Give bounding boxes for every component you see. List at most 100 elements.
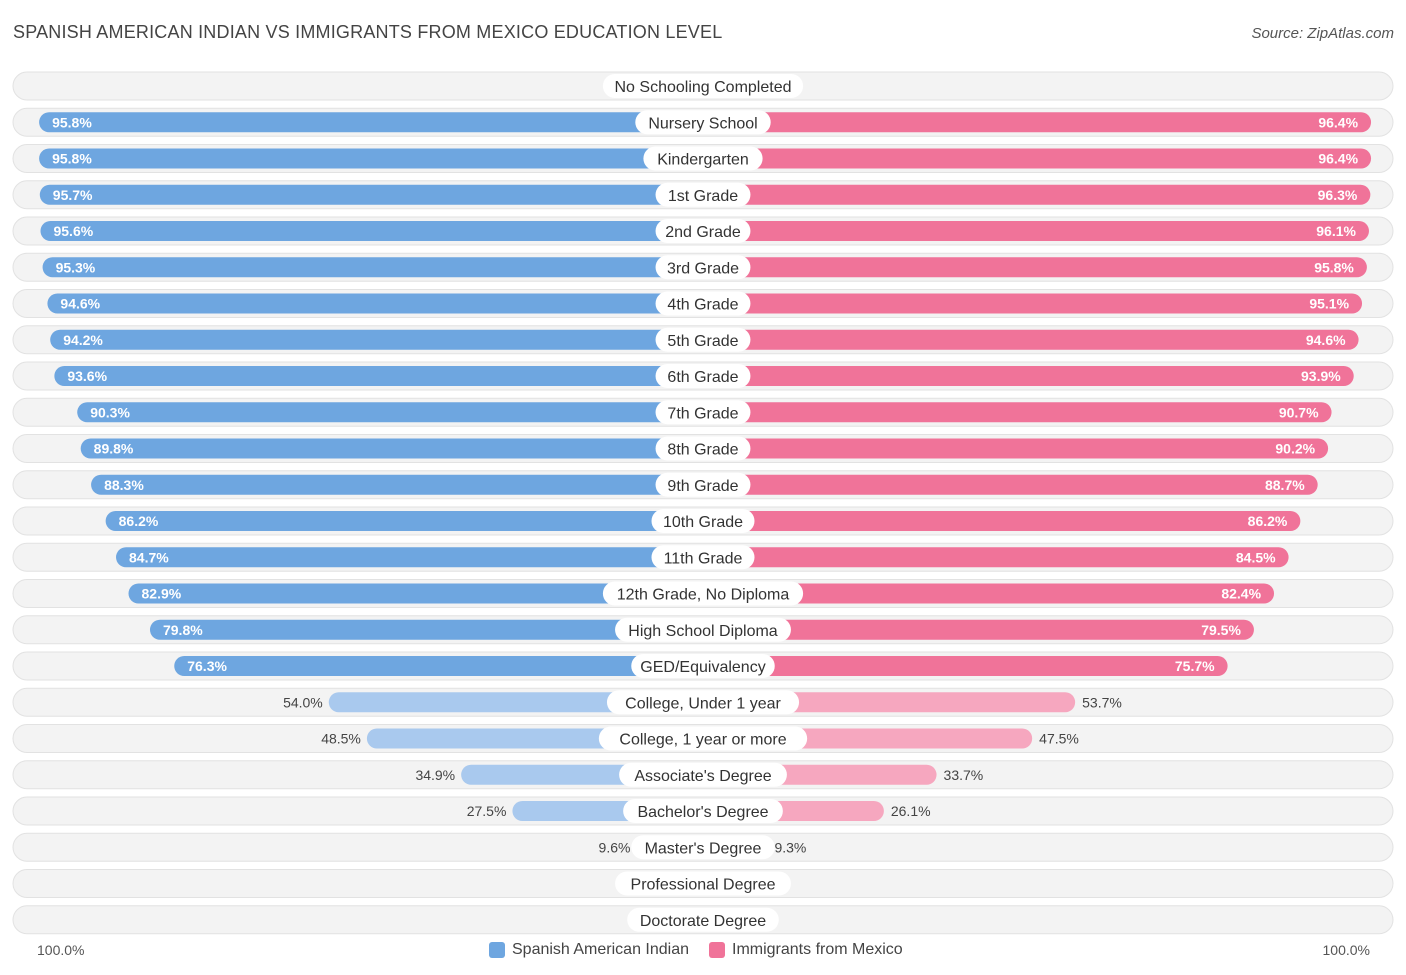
value-label-left: 79.8% (163, 622, 203, 638)
value-label-right: 96.1% (1316, 223, 1356, 239)
category-label: 4th Grade (667, 297, 738, 314)
value-label-left: 93.6% (67, 368, 107, 384)
axis-left-label: 100.0% (37, 942, 85, 958)
value-label-right: 88.7% (1265, 477, 1305, 493)
category-label-background (651, 509, 755, 533)
category-label-background (619, 762, 787, 787)
category-label: College, Under 1 year (625, 695, 781, 712)
legend-swatch-left (489, 942, 505, 958)
category-label-background (627, 907, 779, 932)
bar-spanish-american-indian (174, 656, 704, 676)
bar-spanish-american-indian (39, 148, 703, 169)
value-label-right: 96.4% (1318, 114, 1358, 130)
category-label: High School Diploma (628, 623, 778, 640)
value-label-right: 84.5% (1236, 549, 1276, 565)
bar-spanish-american-indian (39, 184, 703, 205)
bar-immigrants-from-mexico (703, 547, 1289, 568)
value-label-left: 95.8% (52, 151, 92, 167)
category-label: Nursery School (648, 115, 757, 132)
bar-immigrants-from-mexico (703, 112, 1372, 133)
bar-spanish-american-indian (105, 511, 703, 531)
category-label-background (655, 219, 751, 243)
bar-spanish-american-indian (91, 474, 704, 495)
legend-label-left: Spanish American Indian (512, 941, 689, 958)
value-label-left: 34.9% (415, 767, 455, 783)
bar-immigrants-from-mexico (703, 293, 1363, 314)
bar-spanish-american-indian (50, 329, 704, 350)
value-label-right: 93.9% (1301, 368, 1341, 384)
value-label-left: 95.3% (56, 259, 96, 275)
category-label-background (655, 291, 751, 316)
category-label-background (615, 871, 791, 896)
chart-title: SPANISH AMERICAN INDIAN VS IMMIGRANTS FR… (13, 22, 723, 42)
bar-immigrants-from-mexico (703, 329, 1359, 350)
category-label-background (606, 690, 800, 715)
value-label-right: 90.2% (1275, 441, 1315, 457)
bar-immigrants-from-mexico (703, 257, 1367, 278)
bar-immigrants-from-mexico (703, 402, 1332, 423)
category-label: 6th Grade (667, 369, 738, 386)
category-label: 1st Grade (668, 188, 738, 205)
category-label: 7th Grade (667, 405, 738, 422)
value-label-right: 53.7% (1082, 694, 1122, 710)
value-label-left: 86.2% (119, 513, 159, 529)
category-label-background (635, 110, 771, 135)
category-label-background (655, 255, 751, 280)
category-label-background (655, 327, 751, 352)
category-label-background (602, 74, 804, 98)
value-label-right: 96.4% (1318, 151, 1358, 167)
legend-label-right: Immigrants from Mexico (732, 941, 903, 958)
category-label: 3rd Grade (667, 260, 739, 277)
value-label-right: 96.3% (1318, 187, 1358, 203)
category-label-background (602, 581, 804, 606)
value-label-left: 84.7% (129, 549, 169, 565)
category-label: 8th Grade (667, 442, 738, 459)
bar-spanish-american-indian (116, 547, 704, 568)
category-label-background (655, 182, 751, 207)
category-label-background (655, 400, 751, 425)
value-label-left: 54.0% (283, 694, 323, 710)
category-label-background (655, 364, 751, 388)
bar-immigrants-from-mexico (703, 366, 1354, 386)
category-label: Master's Degree (645, 840, 762, 857)
bar-immigrants-from-mexico (703, 148, 1372, 169)
value-label-left: 90.3% (90, 404, 130, 420)
category-label: Doctorate Degree (640, 913, 766, 930)
category-label-background (655, 436, 751, 461)
category-label-background (598, 726, 808, 751)
value-label-left: 94.6% (60, 296, 100, 312)
bar-spanish-american-indian (149, 619, 704, 640)
category-label: Professional Degree (631, 877, 776, 894)
legend: Spanish American Indian Immigrants from … (0, 941, 1406, 961)
category-label: 9th Grade (667, 478, 738, 495)
value-label-left: 48.5% (321, 731, 361, 747)
legend-item-right[interactable]: Immigrants from Mexico (709, 941, 903, 959)
value-label-left: 89.8% (94, 441, 134, 457)
category-label: 12th Grade, No Diploma (617, 587, 790, 604)
category-label-background (631, 654, 775, 678)
value-label-right: 79.5% (1201, 622, 1241, 638)
value-label-left: 94.2% (63, 332, 103, 348)
category-label: Associate's Degree (634, 768, 771, 785)
bar-spanish-american-indian (54, 366, 704, 386)
legend-swatch-right (709, 942, 725, 958)
category-label-background (655, 472, 751, 497)
value-label-left: 9.6% (599, 839, 631, 855)
value-label-right: 75.7% (1175, 658, 1215, 674)
bar-immigrants-from-mexico (703, 511, 1301, 531)
category-label: Kindergarten (657, 152, 749, 169)
category-label: 10th Grade (663, 514, 743, 531)
legend-item-left[interactable]: Spanish American Indian (489, 941, 689, 959)
value-label-right: 47.5% (1039, 731, 1079, 747)
value-label-right: 94.6% (1306, 332, 1346, 348)
category-label: 5th Grade (667, 333, 738, 350)
bar-spanish-american-indian (80, 438, 704, 459)
bar-spanish-american-indian (128, 583, 704, 604)
bar-immigrants-from-mexico (703, 619, 1254, 640)
category-label-background (615, 617, 791, 642)
chart-area: 4.2%3.6%No Schooling Completed95.8%96.4%… (12, 71, 1394, 935)
value-label-left: 95.6% (53, 223, 93, 239)
category-label-background (623, 799, 783, 823)
value-label-right: 33.7% (944, 767, 984, 783)
value-label-right: 86.2% (1248, 513, 1288, 529)
